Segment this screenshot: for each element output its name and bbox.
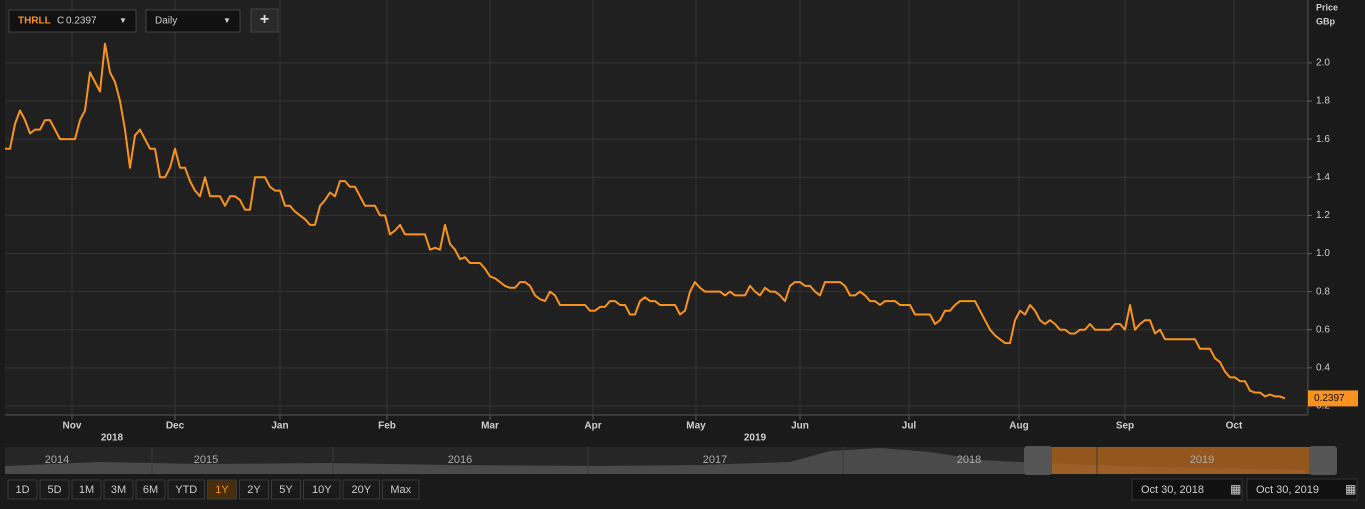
- range-button[interactable]: [167, 479, 205, 500]
- range-button-label: YTD: [175, 484, 197, 496]
- navigator-selection[interactable]: [1037, 447, 1310, 474]
- navigator-handle[interactable]: [1024, 446, 1052, 475]
- navigator-year: 2016: [448, 454, 472, 466]
- x-tick-label: Dec: [166, 421, 185, 432]
- y-tick-label: 2.0: [1316, 58, 1330, 69]
- navigator-labels: 2014 2015 2016 2017 2018 2019: [45, 447, 1214, 474]
- range-button[interactable]: [39, 479, 70, 500]
- x-tick-label: Nov: [63, 421, 82, 432]
- y-tick-label: 1.4: [1316, 172, 1330, 183]
- range-button[interactable]: [239, 479, 269, 500]
- y-tick-label: 0.6: [1316, 324, 1330, 335]
- navigator-year: 2019: [1190, 454, 1214, 466]
- navigator-year: 2015: [194, 454, 218, 466]
- navigator-year: 2017: [703, 454, 727, 466]
- x-tick-label: Jul: [902, 421, 917, 432]
- plot: [5, 42, 1286, 400]
- navigator-area: [5, 448, 1305, 474]
- x-tick-label: Jun: [791, 421, 809, 432]
- add-button[interactable]: [250, 8, 279, 33]
- range-button[interactable]: [103, 479, 134, 500]
- x-tick-label: Jan: [271, 421, 288, 432]
- range-button-label: 6M: [143, 484, 158, 496]
- y-axis-label: Price: [1316, 2, 1338, 12]
- dropdown-arrow: ▼: [119, 16, 127, 25]
- calendar-icon[interactable]: ▦: [1230, 482, 1241, 496]
- y-tick-label: 1.0: [1316, 248, 1330, 259]
- date-to: Oct 30, 2019: [1256, 484, 1319, 496]
- range-button[interactable]: [342, 479, 380, 500]
- range-button[interactable]: [135, 479, 166, 500]
- range-button[interactable]: [271, 479, 301, 500]
- add-label: +: [260, 11, 269, 28]
- x-tick-label: Aug: [1009, 421, 1028, 432]
- range-button[interactable]: [382, 479, 420, 500]
- close-value: 0.2397: [66, 16, 97, 27]
- grid: [5, 0, 1308, 415]
- date-to-box[interactable]: [1246, 478, 1358, 501]
- date-from: Oct 30, 2018: [1141, 484, 1204, 496]
- x-tick-label: Feb: [378, 421, 396, 432]
- range-button[interactable]: [303, 479, 341, 500]
- range-button-label: 20Y: [351, 484, 371, 496]
- range-button[interactable]: [71, 479, 102, 500]
- price-line: [5, 42, 1286, 400]
- dropdown-arrow: ▼: [223, 16, 231, 25]
- interval-box[interactable]: [145, 9, 241, 33]
- range-button-label: 5D: [47, 484, 61, 496]
- range-button-label: 3M: [111, 484, 126, 496]
- plot-area: [5, 0, 1308, 415]
- y-axis-unit: GBp: [1316, 16, 1336, 26]
- range-button[interactable]: [7, 479, 38, 500]
- navigator-year: 2018: [957, 454, 981, 466]
- x-tick-label: Oct: [1226, 421, 1243, 432]
- range-button[interactable]: [207, 479, 237, 500]
- range-button-label: 2Y: [247, 484, 261, 496]
- range-button-label: 1Y: [215, 484, 229, 496]
- last-price-tag: [1308, 390, 1358, 407]
- range-button-label: 5Y: [279, 484, 293, 496]
- range-buttons: 1D 5D 1M 3M 6M YTD 1Y 2Y 5Y 10Y 20Y Max: [7, 479, 420, 500]
- year-label: 2019: [744, 433, 767, 444]
- close-prefix: C: [57, 16, 64, 27]
- range-button-label: 1M: [79, 484, 94, 496]
- date-from-box[interactable]: [1131, 478, 1243, 501]
- navigator-handle[interactable]: [1309, 446, 1337, 475]
- y-tick-label: 0.4: [1316, 362, 1330, 373]
- y-tick-label: 1.6: [1316, 134, 1330, 145]
- y-axis-area: [1308, 0, 1365, 415]
- symbol-box[interactable]: [8, 9, 137, 33]
- year-label: 2018: [101, 433, 124, 444]
- y-tick-label: 1.2: [1316, 210, 1330, 221]
- y-tick-label: 1.8: [1316, 96, 1330, 107]
- range-button-label: 10Y: [312, 484, 332, 496]
- y-tick-label: 0.8: [1316, 286, 1330, 297]
- calendar-icon[interactable]: ▦: [1345, 482, 1356, 496]
- x-tick-label: May: [686, 421, 706, 432]
- range-button-label: Max: [390, 484, 411, 496]
- interval: Daily: [155, 16, 177, 27]
- x-tick-label: Mar: [481, 421, 499, 432]
- last-price-label: 0.2397: [1314, 393, 1345, 404]
- navigator-year: 2014: [45, 454, 69, 466]
- x-tick-label: Apr: [584, 421, 601, 432]
- range-button-label: 1D: [15, 484, 29, 496]
- symbol: THRLL: [18, 16, 51, 27]
- x-tick-label: Sep: [1116, 421, 1134, 432]
